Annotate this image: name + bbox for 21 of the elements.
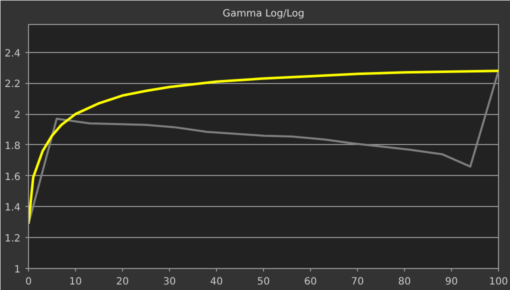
x-tick-label: 30: [163, 276, 176, 288]
y-tick-label: 1.4: [4, 202, 21, 214]
y-tick-label: 1.2: [4, 234, 21, 245]
x-tick-label: 20: [116, 276, 129, 288]
x-tick-label: 60: [304, 276, 317, 288]
chart-title: Gamma Log/Log: [222, 8, 304, 20]
x-tick-label: 10: [69, 276, 82, 288]
x-tick-label: 40: [210, 276, 223, 288]
y-tick-label: 1: [14, 264, 21, 276]
x-tick-label: 70: [351, 276, 364, 288]
y-tick-label: 2.4: [4, 48, 21, 60]
x-tick-label: 100: [488, 276, 508, 288]
y-tick-label: 2: [14, 110, 21, 122]
x-tick-label: 80: [398, 276, 411, 288]
y-tick-label: 2.2: [4, 79, 21, 90]
x-tick-label: 0: [25, 276, 32, 288]
y-tick-label: 1.6: [4, 172, 21, 183]
y-tick-label: 1.8: [4, 140, 21, 152]
x-tick-label: 50: [257, 276, 270, 288]
line-series: [28, 70, 498, 225]
x-tick-label: 90: [445, 276, 458, 288]
